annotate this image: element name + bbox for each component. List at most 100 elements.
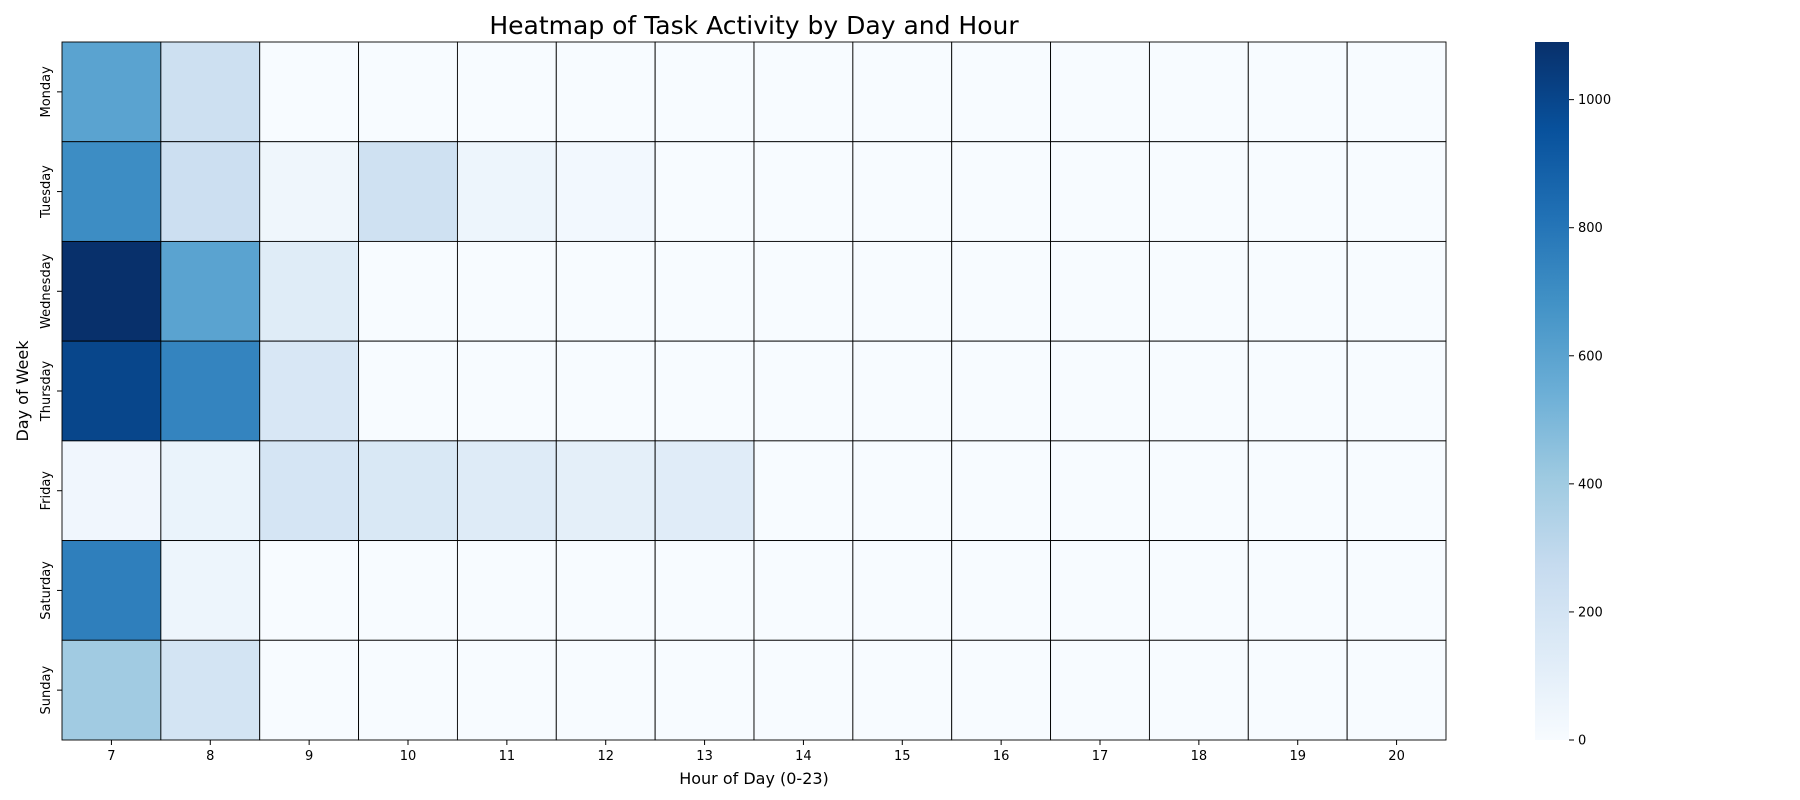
heatmap-cell [753, 440, 854, 542]
heatmap-cell [654, 440, 755, 542]
heatmap-cell [1346, 540, 1447, 641]
x-tick-label: 9 [305, 749, 313, 764]
y-tick-label: Friday [39, 471, 54, 511]
heatmap-cell [1050, 141, 1150, 242]
heatmap-cell [1346, 240, 1447, 342]
heatmap-cell [61, 440, 162, 542]
heatmap-cell [1346, 141, 1447, 242]
heatmap-cell [1050, 240, 1150, 342]
x-tick-label: 13 [696, 749, 713, 764]
heatmap-cell [358, 639, 458, 741]
heatmap-cell [1247, 340, 1348, 442]
heatmap-cell [358, 141, 458, 242]
heatmap-cell [160, 639, 261, 741]
colorbar: 0 200 400 600 800 1000 [1535, 42, 1611, 749]
heatmap-cell [456, 540, 557, 641]
heatmap-cell [951, 540, 1052, 641]
heatmap-cell [852, 639, 953, 741]
heatmap-cell [358, 240, 458, 342]
heatmap-cell [753, 240, 854, 342]
heatmap-cell [1346, 41, 1447, 143]
heatmap-cell [61, 41, 162, 143]
y-axis-title: Day of Week [13, 340, 32, 442]
heatmap-cell [951, 340, 1052, 442]
heatmap-cells [61, 41, 1447, 741]
heatmap-cell [259, 340, 360, 442]
heatmap-cell [555, 340, 656, 442]
heatmap-cell [1247, 440, 1348, 542]
x-tick-label: 7 [107, 749, 115, 764]
heatmap-cell [753, 639, 854, 741]
colorbar-tick-label: 800 [1578, 221, 1603, 236]
heatmap-cell [456, 340, 557, 442]
heatmap-cell [1050, 540, 1150, 641]
x-axis-title: Hour of Day (0-23) [679, 769, 829, 788]
x-axis-ticks: 7 8 9 10 11 12 13 14 15 16 17 18 19 20 [107, 740, 1405, 764]
heatmap-cell [654, 240, 755, 342]
heatmap-cell [555, 240, 656, 342]
y-tick-label: Wednesday [39, 253, 54, 329]
heatmap-cell [61, 141, 162, 242]
heatmap-cell [1148, 440, 1249, 542]
heatmap-cell [852, 540, 953, 641]
y-tick-label: Tuesday [39, 165, 54, 219]
x-tick-label: 10 [400, 749, 417, 764]
heatmap-cell [1148, 41, 1249, 143]
heatmap-cell [259, 41, 360, 143]
heatmap-cell [456, 41, 557, 143]
chart-title: Heatmap of Task Activity by Day and Hour [489, 11, 1019, 40]
heatmap-cell [852, 340, 953, 442]
x-tick-label: 17 [1092, 749, 1109, 764]
heatmap-cell [753, 41, 854, 143]
heatmap-cell [259, 440, 360, 542]
heatmap-cell [456, 440, 557, 542]
heatmap-cell [951, 639, 1052, 741]
heatmap-cell [160, 540, 261, 641]
heatmap-cell [654, 340, 755, 442]
heatmap-cell [160, 141, 261, 242]
heatmap-cell [456, 240, 557, 342]
heatmap-cell [1148, 639, 1249, 741]
heatmap-cell [61, 240, 162, 342]
colorbar-tick-label: 1000 [1578, 93, 1611, 108]
heatmap-cell [358, 540, 458, 641]
x-tick-label: 14 [795, 749, 812, 764]
heatmap-cell [1148, 141, 1249, 242]
heatmap-cell [456, 639, 557, 741]
heatmap-cell [1247, 141, 1348, 242]
heatmap-cell [1346, 639, 1447, 741]
heatmap-cell [654, 41, 755, 143]
heatmap-cell [654, 141, 755, 242]
heatmap-cell [654, 639, 755, 741]
x-tick-label: 20 [1388, 749, 1405, 764]
heatmap-cell [1050, 41, 1150, 143]
colorbar-tick-label: 400 [1578, 477, 1603, 492]
colorbar-gradient-bar [1535, 42, 1569, 740]
heatmap-cell [555, 440, 656, 542]
heatmap-cell [555, 141, 656, 242]
heatmap-cell [1247, 240, 1348, 342]
heatmap-cell [654, 540, 755, 641]
heatmap-cell [61, 639, 162, 741]
heatmap-cell [259, 141, 360, 242]
heatmap-cell [1050, 440, 1150, 542]
heatmap-cell [259, 639, 360, 741]
heatmap-cell [259, 540, 360, 641]
heatmap-cell [1148, 340, 1249, 442]
heatmap-cell [753, 141, 854, 242]
heatmap-cell [753, 540, 854, 641]
heatmap-cell [555, 639, 656, 741]
x-tick-label: 8 [206, 749, 214, 764]
heatmap-cell [61, 540, 162, 641]
heatmap-cell [259, 240, 360, 342]
heatmap-cell [61, 340, 162, 442]
heatmap-cell [1346, 440, 1447, 542]
colorbar-tick-label: 0 [1578, 734, 1586, 749]
heatmap-cell [1247, 41, 1348, 143]
heatmap-cell [951, 240, 1052, 342]
heatmap-cell [1346, 340, 1447, 442]
x-tick-label: 11 [499, 749, 516, 764]
heatmap-cell [1247, 540, 1348, 641]
heatmap-cell [555, 540, 656, 641]
